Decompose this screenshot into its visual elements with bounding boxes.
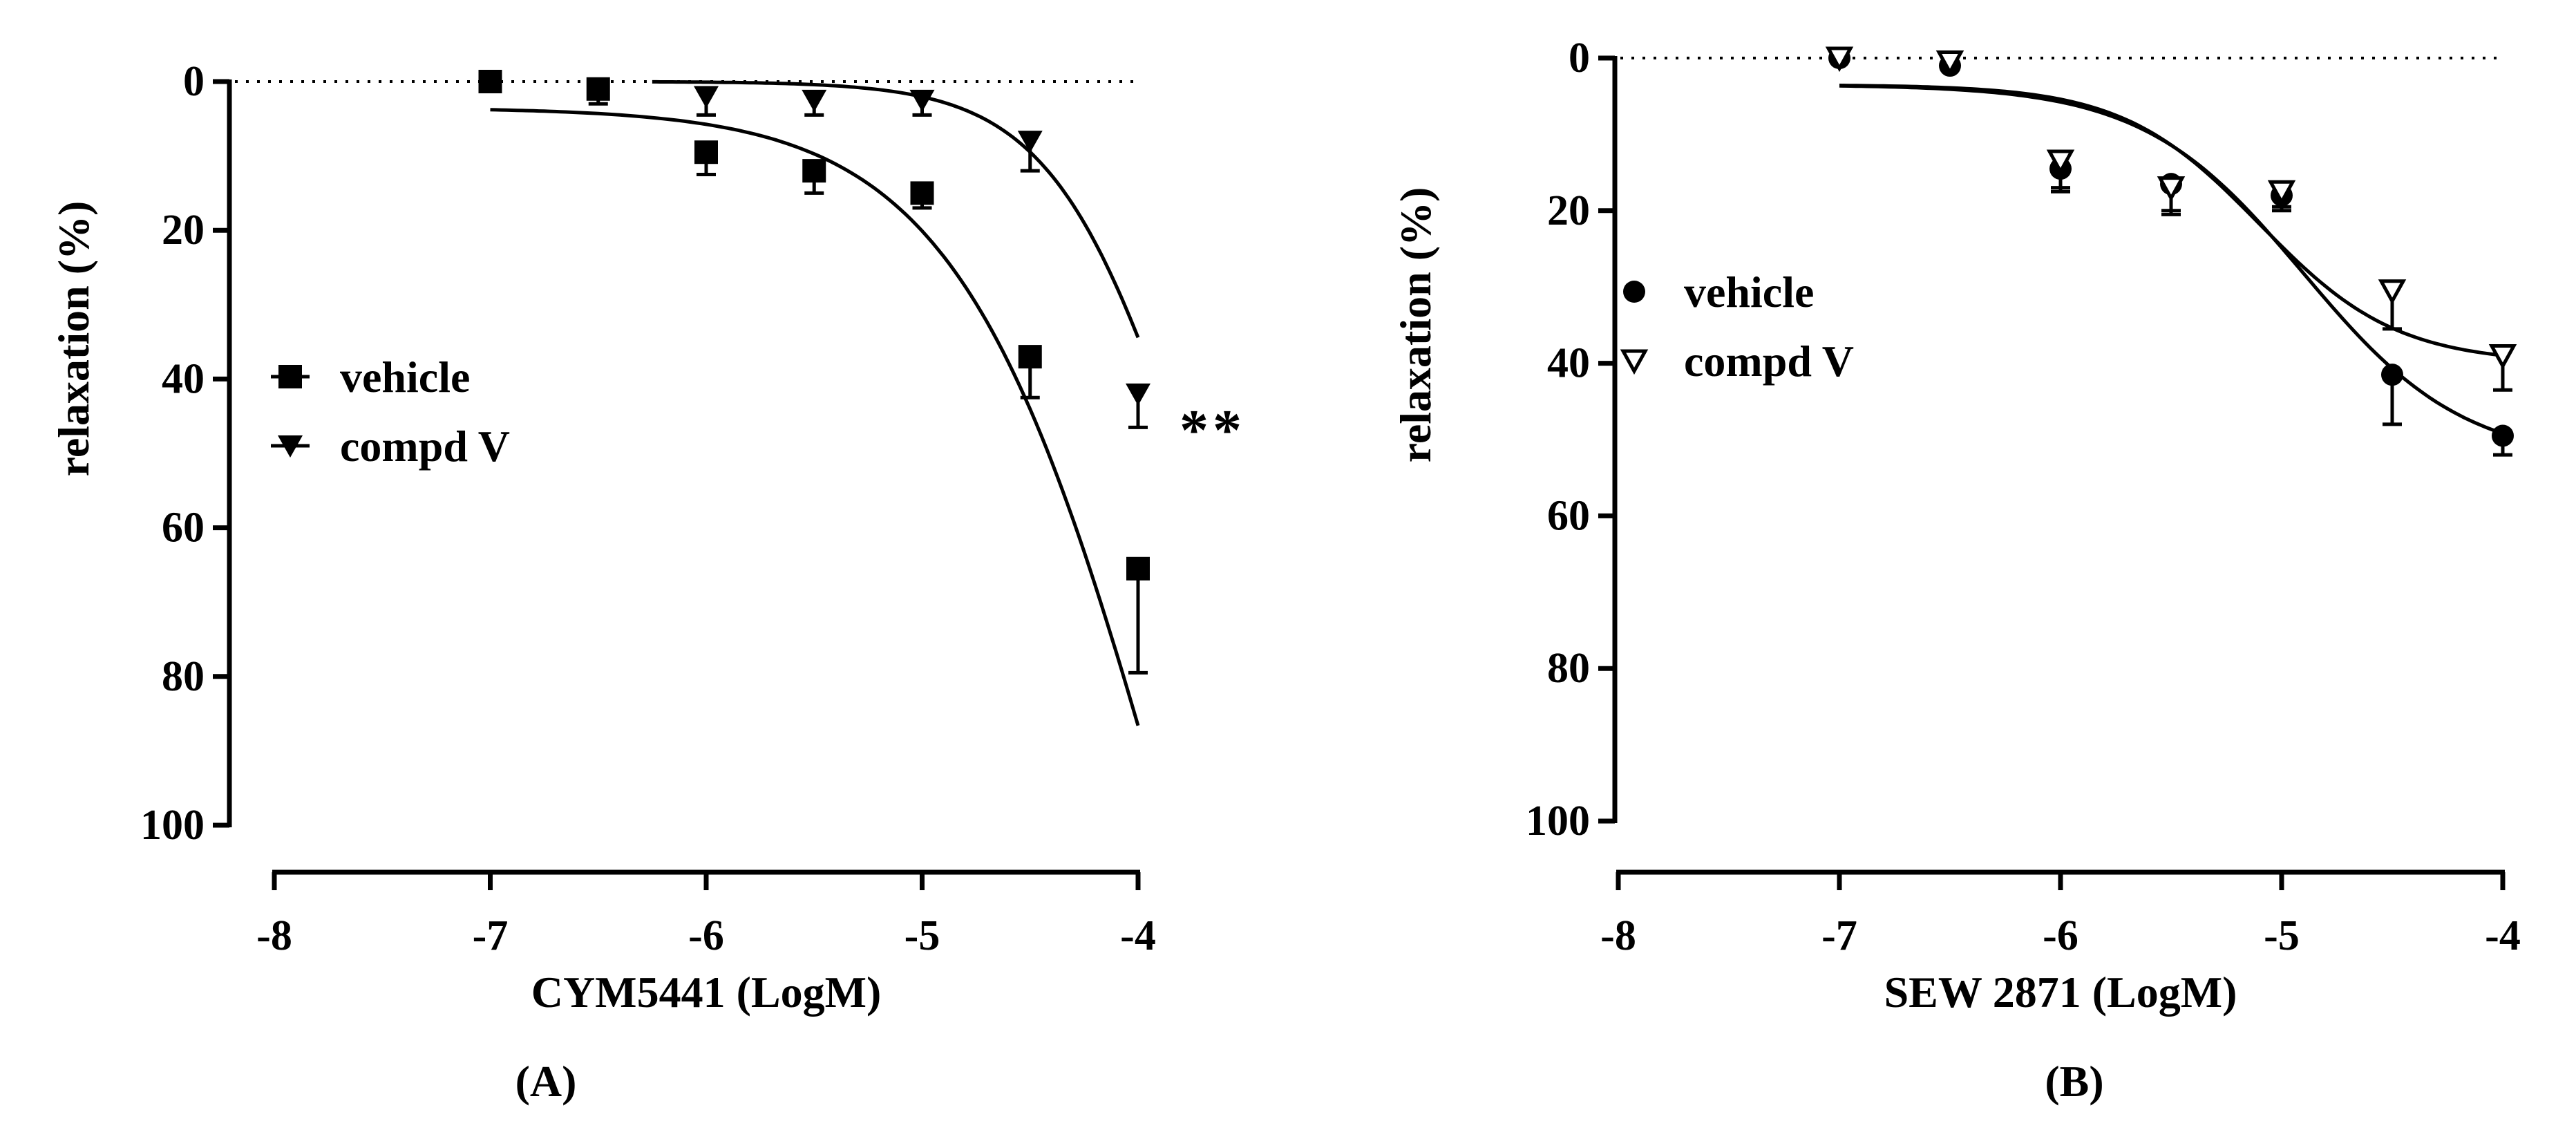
x-tick-label: -6 bbox=[688, 912, 724, 959]
data-point-compd-v bbox=[694, 86, 719, 109]
fit-curve-compd-v bbox=[1839, 84, 2503, 357]
x-tick-label: -5 bbox=[2264, 912, 2300, 959]
y-tick-label: 0 bbox=[183, 58, 205, 105]
y-tick-label: 80 bbox=[1547, 645, 1590, 692]
legend-label-vehicle: vehicle bbox=[340, 352, 470, 402]
fit-curve-compd-v bbox=[652, 79, 1140, 339]
x-tick-label: -5 bbox=[905, 912, 940, 959]
panel-label: (A) bbox=[515, 1057, 577, 1106]
x-tick-label: -8 bbox=[1600, 912, 1636, 959]
significance-annotation: ** bbox=[1180, 398, 1246, 462]
legend-marker-vehicle bbox=[1623, 281, 1645, 303]
data-point-vehicle bbox=[802, 159, 826, 183]
data-point-vehicle bbox=[2492, 424, 2514, 447]
x-tick-label: -4 bbox=[2485, 912, 2521, 959]
legend-label-compd-v: compd V bbox=[340, 422, 510, 471]
data-point-compd-v bbox=[2378, 279, 2407, 305]
legend-label-compd-v: compd V bbox=[1684, 337, 1854, 386]
x-axis-title: SEW 2871 (LogM) bbox=[1884, 968, 2237, 1017]
x-axis-title: CYM5441 (LogM) bbox=[531, 968, 882, 1017]
data-point-compd-v bbox=[2046, 149, 2075, 176]
legend-marker-vehicle bbox=[278, 365, 302, 388]
x-tick-label: -8 bbox=[256, 912, 292, 959]
x-tick-label: -7 bbox=[1821, 912, 1857, 959]
data-point-compd-v bbox=[1825, 46, 1854, 73]
y-tick-label: 60 bbox=[162, 505, 205, 552]
y-tick-label: 100 bbox=[140, 802, 205, 849]
panel-a: 0 20 40 60 80 100 -8 -7 -6 -5 -4 CYM5441 (LogM) rela… bbox=[49, 58, 1246, 1106]
legend-label-vehicle: vehicle bbox=[1684, 267, 1814, 317]
error-bar-vehicle bbox=[1128, 568, 1148, 675]
x-tick-label: -6 bbox=[2043, 912, 2078, 959]
y-tick-label: 0 bbox=[1569, 35, 1590, 82]
y-tick-label: 40 bbox=[162, 355, 205, 402]
data-point-compd-v bbox=[2267, 180, 2296, 206]
data-point-vehicle bbox=[478, 70, 502, 93]
y-axis-title: relaxation (%) bbox=[49, 201, 98, 477]
data-point-vehicle bbox=[2381, 364, 2403, 386]
panel-label: (B) bbox=[2045, 1057, 2103, 1106]
fit-curve-vehicle bbox=[1839, 84, 2503, 435]
data-point-compd-v bbox=[909, 89, 935, 112]
data-point-vehicle bbox=[1018, 345, 1042, 369]
data-point-vehicle bbox=[910, 181, 934, 205]
data-point-compd-v bbox=[2488, 344, 2517, 370]
data-point-compd-v bbox=[802, 89, 827, 112]
legend-marker-compd-v bbox=[1620, 349, 1649, 375]
data-point-vehicle bbox=[694, 140, 718, 164]
fit-curve-vehicle bbox=[490, 108, 1140, 726]
data-point-compd-v bbox=[1017, 131, 1043, 153]
y-tick-label: 20 bbox=[1547, 187, 1590, 234]
data-point-compd-v bbox=[1935, 50, 1964, 76]
data-point-compd-v bbox=[2157, 176, 2186, 202]
panel-b: 0 20 40 60 80 100 -8 -7 -6 -5 -4 SEW 2871 (LogM) rel… bbox=[1391, 35, 2521, 1106]
x-tick-label: -4 bbox=[1120, 912, 1156, 959]
y-tick-label: 60 bbox=[1547, 492, 1590, 539]
y-axis-title: relaxation (%) bbox=[1391, 187, 1440, 463]
y-tick-label: 20 bbox=[162, 207, 205, 254]
y-tick-label: 100 bbox=[1526, 798, 1590, 845]
data-point-compd-v bbox=[1126, 383, 1150, 406]
y-tick-label: 40 bbox=[1547, 340, 1590, 387]
x-tick-label: -7 bbox=[473, 912, 509, 959]
data-point-vehicle bbox=[1126, 556, 1150, 581]
legend-marker-compd-v bbox=[278, 435, 303, 458]
data-point-vehicle bbox=[586, 77, 610, 101]
y-tick-label: 80 bbox=[162, 653, 205, 700]
